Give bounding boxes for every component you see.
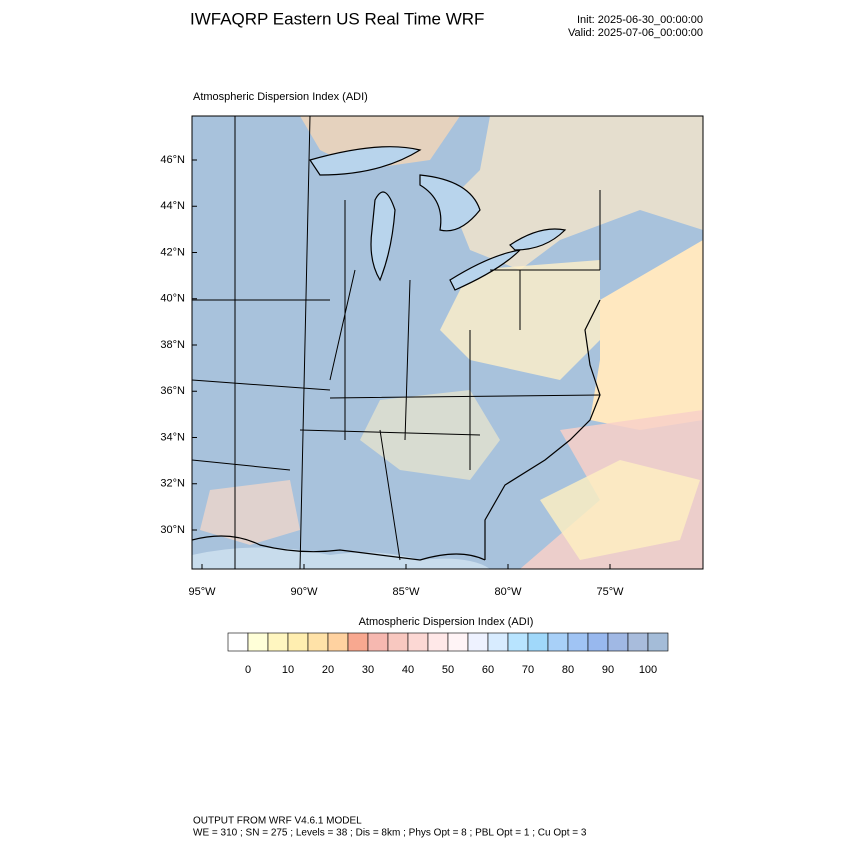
colorbar-box <box>467 632 489 652</box>
valid-time: Valid: 2025-07-06_00:00:00 <box>568 27 703 39</box>
lat-label: 42°N <box>160 246 185 258</box>
colorbar-title: Atmospheric Dispersion Index (ADI) <box>359 616 534 628</box>
colorbar-box <box>547 632 569 652</box>
lon-label: 75°W <box>596 586 624 598</box>
warm-patch <box>200 480 300 545</box>
lake-huron <box>419 174 481 232</box>
colorbar-label: 70 <box>522 664 534 676</box>
colorbar-box <box>387 632 409 652</box>
lake-superior <box>309 146 422 176</box>
lon-label: 80°W <box>494 586 522 598</box>
state-borders <box>192 116 601 569</box>
colorbar-box <box>247 632 269 652</box>
colorbar-box <box>647 632 669 652</box>
colorbar-label: 100 <box>639 664 657 676</box>
lake-ontario <box>509 228 567 251</box>
colorbar-box <box>347 632 369 652</box>
lat-label: 40°N <box>160 293 185 305</box>
colorbar-box <box>287 632 309 652</box>
map-field <box>192 116 703 569</box>
map-frame <box>191 115 704 570</box>
footer-line: WE = 310 ; SN = 275 ; Levels = 38 ; Dis … <box>193 828 587 839</box>
colorbar-label: 20 <box>322 664 334 676</box>
map-title: Atmospheric Dispersion Index (ADI) <box>193 91 368 103</box>
colorbar-box <box>587 632 609 652</box>
ocean-patch <box>540 460 700 560</box>
ocean-patch <box>590 240 703 430</box>
colorbar-box <box>327 632 349 652</box>
colorbar-label: 30 <box>362 664 374 676</box>
colorbar-box <box>507 632 529 652</box>
colorbar-box <box>367 632 389 652</box>
colorbar-label: 90 <box>602 664 614 676</box>
colorbar-label: 60 <box>482 664 494 676</box>
colorbar-box <box>427 632 449 652</box>
colorbar-label: 50 <box>442 664 454 676</box>
lon-label: 95°W <box>188 586 216 598</box>
colorbar-label: 10 <box>282 664 294 676</box>
lat-label: 46°N <box>160 154 185 166</box>
colorbar-box <box>227 632 249 652</box>
colorbar-box <box>527 632 549 652</box>
init-time: Init: 2025-06-30_00:00:00 <box>577 14 703 26</box>
colorbar-label: 0 <box>245 664 251 676</box>
lat-label: 34°N <box>160 431 185 443</box>
title: IWFAQRP Eastern US Real Time WRF <box>190 9 484 28</box>
footer-line: OUTPUT FROM WRF V4.6.1 MODEL <box>193 816 362 827</box>
colorbar-box <box>487 632 509 652</box>
lat-label: 36°N <box>160 385 185 397</box>
colorbar-box <box>307 632 329 652</box>
coastline <box>484 299 601 560</box>
colorbar-label: 40 <box>402 664 414 676</box>
lon-label: 90°W <box>290 586 318 598</box>
colorbar-box <box>267 632 289 652</box>
lat-label: 38°N <box>160 339 185 351</box>
colorbar-box <box>567 632 589 652</box>
coastline <box>192 535 486 561</box>
lat-label: 30°N <box>160 524 185 536</box>
lake-michigan <box>370 191 396 282</box>
lat-label: 32°N <box>160 478 185 490</box>
gulf <box>192 547 490 569</box>
colorbar-label: 80 <box>562 664 574 676</box>
colorbar-box <box>627 632 649 652</box>
canada-patch <box>450 116 703 270</box>
lat-label: 44°N <box>160 200 185 212</box>
colorbar-box <box>447 632 469 652</box>
warm-patch <box>360 390 500 480</box>
lon-label: 85°W <box>392 586 420 598</box>
colorbar-box <box>607 632 629 652</box>
colorbar-box <box>407 632 429 652</box>
